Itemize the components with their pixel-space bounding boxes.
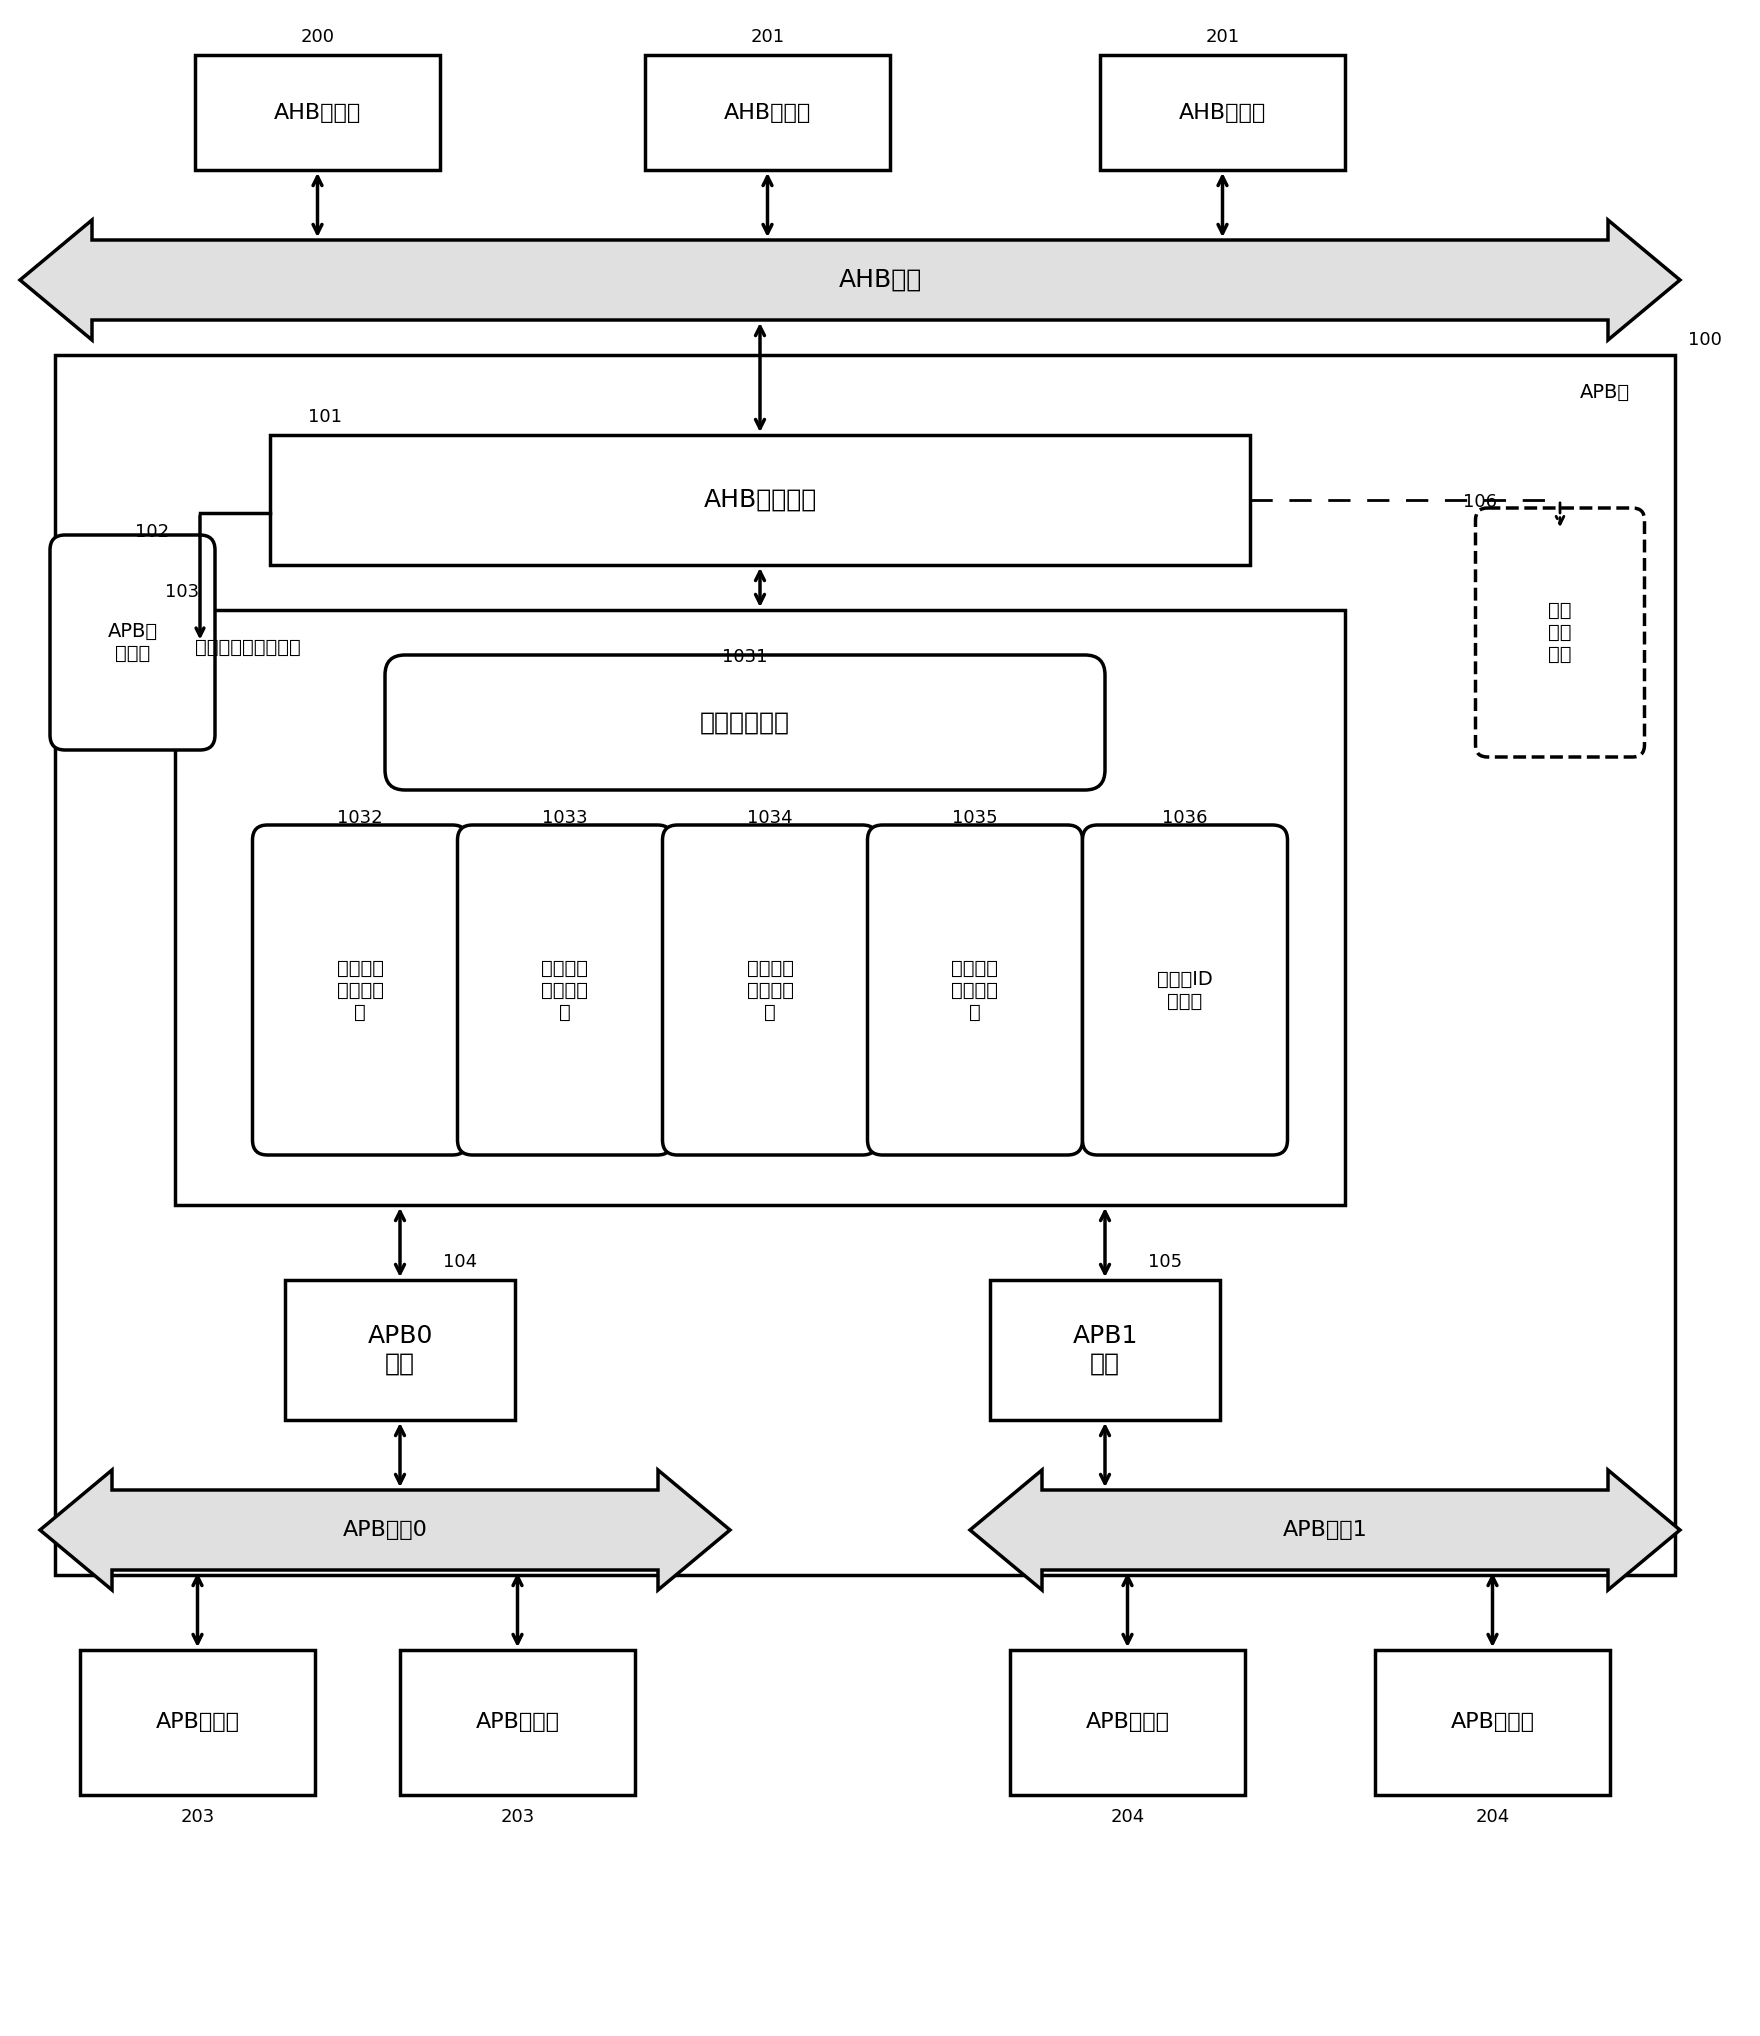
Text: 201: 201 — [1206, 29, 1239, 47]
FancyBboxPatch shape — [385, 656, 1105, 790]
Text: 第二处理
队列缓冲
器: 第二处理 队列缓冲 器 — [746, 959, 794, 1022]
Text: AHB主设备: AHB主设备 — [723, 102, 811, 122]
Text: 203: 203 — [500, 1808, 535, 1826]
Text: 105: 105 — [1148, 1252, 1183, 1270]
Text: 100: 100 — [1688, 332, 1721, 348]
FancyBboxPatch shape — [252, 825, 468, 1154]
Text: 第一处理
队列缓冲
器: 第一处理 队列缓冲 器 — [542, 959, 588, 1022]
Text: 104: 104 — [444, 1252, 477, 1270]
FancyBboxPatch shape — [662, 825, 878, 1154]
Text: 普通请求
队列存储
器: 普通请求 队列存储 器 — [336, 959, 384, 1022]
Text: 200: 200 — [301, 29, 334, 47]
Text: APB0
接口: APB0 接口 — [368, 1323, 433, 1376]
Text: APB总线1: APB总线1 — [1283, 1521, 1368, 1539]
Text: 204: 204 — [1475, 1808, 1510, 1826]
Polygon shape — [40, 1470, 730, 1590]
FancyBboxPatch shape — [1475, 509, 1644, 757]
FancyBboxPatch shape — [1100, 55, 1345, 169]
Text: 主设备ID
寄存器: 主设备ID 寄存器 — [1156, 969, 1213, 1010]
FancyBboxPatch shape — [989, 1281, 1220, 1419]
Text: 106: 106 — [1463, 493, 1498, 511]
Text: 201: 201 — [750, 29, 785, 47]
Text: 时钟
控制
单元: 时钟 控制 单元 — [1549, 601, 1572, 664]
Text: 103: 103 — [165, 582, 199, 601]
FancyBboxPatch shape — [195, 55, 440, 169]
Text: 1033: 1033 — [542, 808, 588, 827]
FancyBboxPatch shape — [49, 535, 215, 749]
FancyBboxPatch shape — [79, 1649, 315, 1796]
Text: AHB总线接口: AHB总线接口 — [704, 489, 817, 511]
Text: AHB仲裁器: AHB仲裁器 — [275, 102, 361, 122]
FancyBboxPatch shape — [1375, 1649, 1610, 1796]
FancyBboxPatch shape — [174, 611, 1345, 1205]
Text: 204: 204 — [1111, 1808, 1144, 1826]
FancyBboxPatch shape — [285, 1281, 516, 1419]
FancyBboxPatch shape — [458, 825, 672, 1154]
Text: 1031: 1031 — [722, 647, 767, 666]
Text: 1036: 1036 — [1162, 808, 1207, 827]
Text: APB从设备: APB从设备 — [475, 1712, 560, 1733]
FancyBboxPatch shape — [644, 55, 891, 169]
Text: 仲裁控制单元: 仲裁控制单元 — [700, 711, 790, 735]
FancyBboxPatch shape — [55, 354, 1676, 1576]
Text: APB从设备: APB从设备 — [155, 1712, 239, 1733]
Text: APB1
接口: APB1 接口 — [1072, 1323, 1137, 1376]
Text: AHB总线: AHB总线 — [838, 269, 922, 291]
FancyBboxPatch shape — [1010, 1649, 1244, 1796]
FancyBboxPatch shape — [868, 825, 1082, 1154]
Text: 1035: 1035 — [952, 808, 998, 827]
FancyBboxPatch shape — [400, 1649, 635, 1796]
Text: APB从设备: APB从设备 — [1450, 1712, 1535, 1733]
Text: 101: 101 — [308, 407, 341, 426]
Text: APB桥: APB桥 — [1580, 383, 1630, 401]
Text: 锁定请求
队列缓冲
器: 锁定请求 队列缓冲 器 — [952, 959, 998, 1022]
Text: 1032: 1032 — [338, 808, 384, 827]
Polygon shape — [970, 1470, 1681, 1590]
FancyBboxPatch shape — [269, 436, 1250, 566]
Text: 1034: 1034 — [748, 808, 792, 827]
Text: APB桥
寄存器: APB桥 寄存器 — [107, 623, 158, 664]
Text: 203: 203 — [180, 1808, 215, 1826]
Text: AHB主设备: AHB主设备 — [1179, 102, 1265, 122]
Text: 102: 102 — [136, 523, 169, 542]
Text: 业务仲裁和控制模块: 业务仲裁和控制模块 — [195, 637, 301, 658]
Text: APB总线0: APB总线0 — [343, 1521, 428, 1539]
FancyBboxPatch shape — [1082, 825, 1288, 1154]
Text: APB从设备: APB从设备 — [1086, 1712, 1169, 1733]
Polygon shape — [19, 220, 1681, 340]
